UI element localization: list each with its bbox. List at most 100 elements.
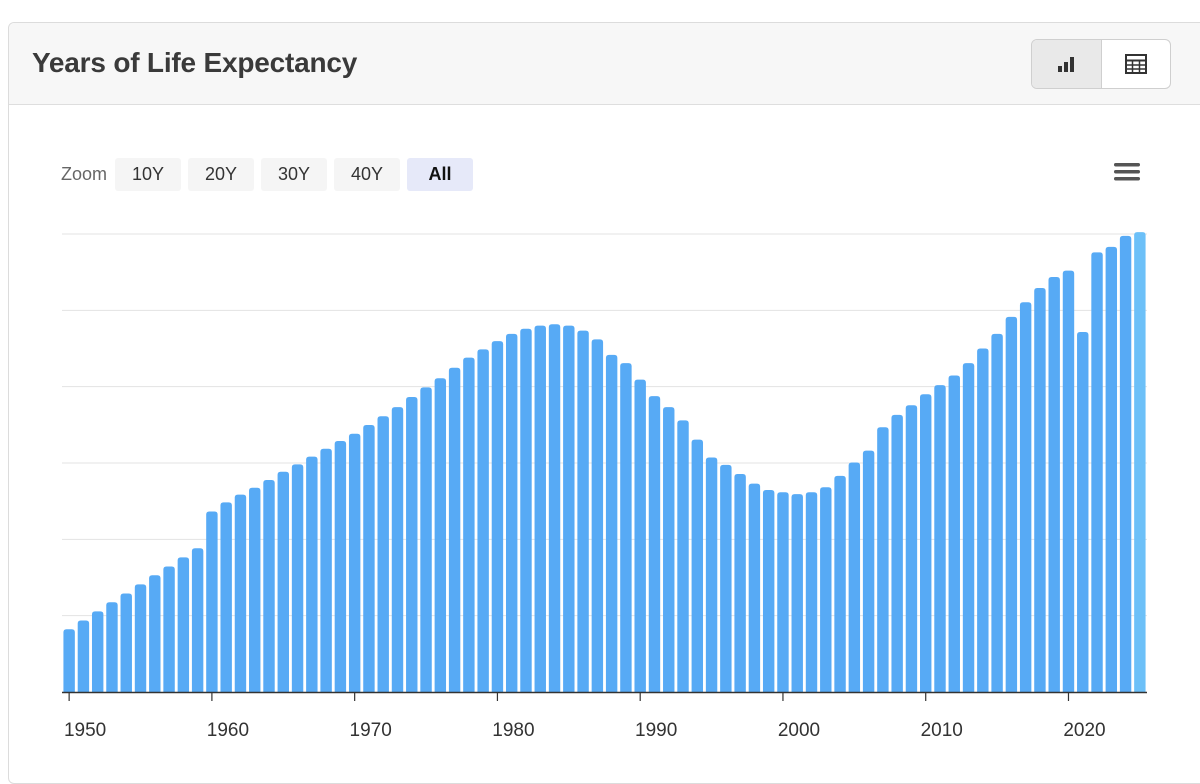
bar xyxy=(591,339,604,692)
bar xyxy=(1134,232,1146,692)
bar xyxy=(334,441,347,692)
table-icon xyxy=(1124,54,1147,74)
x-tick-label: 2010 xyxy=(921,720,963,741)
zoom-30y-button[interactable]: 30Y xyxy=(261,157,328,191)
bar xyxy=(234,494,247,692)
bar xyxy=(1091,252,1103,692)
bar xyxy=(834,475,846,692)
bar xyxy=(748,483,761,692)
bar xyxy=(463,357,475,692)
bar xyxy=(106,602,118,692)
bar xyxy=(177,557,190,692)
zoom-40y-button[interactable]: 40Y xyxy=(334,157,401,191)
bar xyxy=(977,348,989,692)
bar xyxy=(920,394,932,692)
bar xyxy=(363,424,375,692)
bar xyxy=(934,385,946,692)
bar xyxy=(620,363,632,692)
bar xyxy=(648,396,661,692)
bar xyxy=(962,363,975,692)
bar xyxy=(891,414,903,692)
bar xyxy=(77,620,90,692)
bar xyxy=(149,575,161,692)
hamburger-menu-icon[interactable] xyxy=(1113,160,1141,184)
bar xyxy=(762,490,775,692)
bar xyxy=(1062,270,1075,692)
bar xyxy=(191,548,204,692)
chart-view-button[interactable] xyxy=(1032,40,1102,88)
bar xyxy=(848,462,861,692)
bar xyxy=(1105,246,1118,692)
zoom-all-button[interactable]: All xyxy=(407,157,474,191)
bar xyxy=(206,511,218,692)
bar xyxy=(548,324,561,692)
bar xyxy=(220,502,232,692)
bar xyxy=(1005,316,1018,692)
bar xyxy=(1034,288,1046,692)
bar xyxy=(877,427,889,692)
bar-chart: 1950 1960 1970 1980 1990 2000 2010 2020 xyxy=(62,232,1147,741)
x-tick-label: 1980 xyxy=(492,720,534,741)
bar xyxy=(420,387,432,692)
zoom-20y-button[interactable]: 20Y xyxy=(188,157,255,191)
bar xyxy=(563,325,575,692)
bar xyxy=(377,416,389,692)
bar xyxy=(249,487,261,692)
bar xyxy=(320,448,332,692)
x-tick-label: 2020 xyxy=(1063,720,1105,741)
bar xyxy=(577,330,589,692)
bar xyxy=(1019,302,1032,692)
bar-chart-icon xyxy=(1058,57,1075,72)
x-tick-label: 1990 xyxy=(635,720,677,741)
x-tick-label: 1950 xyxy=(64,720,106,741)
bar xyxy=(505,333,518,692)
bar xyxy=(291,464,304,692)
bar xyxy=(805,492,818,692)
bar xyxy=(120,593,132,692)
bar xyxy=(948,375,960,692)
bar xyxy=(691,439,704,692)
bar xyxy=(720,464,732,692)
bar xyxy=(434,378,447,692)
zoom-label: Zoom xyxy=(61,163,108,184)
bar xyxy=(63,629,75,692)
bar xyxy=(1119,235,1132,692)
bar xyxy=(991,333,1003,692)
page-title: Years of Life Expectancy xyxy=(32,47,358,78)
table-view-button[interactable] xyxy=(1102,40,1171,88)
bar xyxy=(134,584,147,692)
bar xyxy=(520,328,532,692)
bar xyxy=(491,341,504,692)
bar xyxy=(348,433,361,692)
bar xyxy=(406,397,418,692)
x-tick-label: 1970 xyxy=(350,720,392,741)
x-tick-label: 2000 xyxy=(778,720,820,741)
bar xyxy=(862,450,875,692)
bar xyxy=(634,379,646,692)
bar xyxy=(677,420,689,692)
bar xyxy=(306,456,318,692)
bar xyxy=(777,492,789,692)
view-toggle xyxy=(1031,39,1171,89)
bar xyxy=(820,487,832,692)
bar xyxy=(163,566,175,692)
bar xyxy=(905,405,918,692)
zoom-controls: Zoom 10Y 20Y 30Y 40Y All xyxy=(61,157,480,191)
bar xyxy=(1048,277,1060,692)
bar xyxy=(391,407,404,692)
bar xyxy=(91,611,104,692)
x-tick-label: 1960 xyxy=(207,720,249,741)
zoom-10y-button[interactable]: 10Y xyxy=(115,157,182,191)
bar xyxy=(663,407,675,692)
bar xyxy=(448,367,461,692)
bar xyxy=(263,479,275,692)
bar xyxy=(534,325,546,692)
bar xyxy=(1077,332,1089,692)
bar xyxy=(791,494,803,692)
bar xyxy=(277,471,289,692)
bar xyxy=(477,349,489,692)
bar xyxy=(605,354,618,692)
bar xyxy=(705,457,718,692)
card-header: Years of Life Expectancy xyxy=(9,23,1200,105)
bar xyxy=(734,473,746,692)
